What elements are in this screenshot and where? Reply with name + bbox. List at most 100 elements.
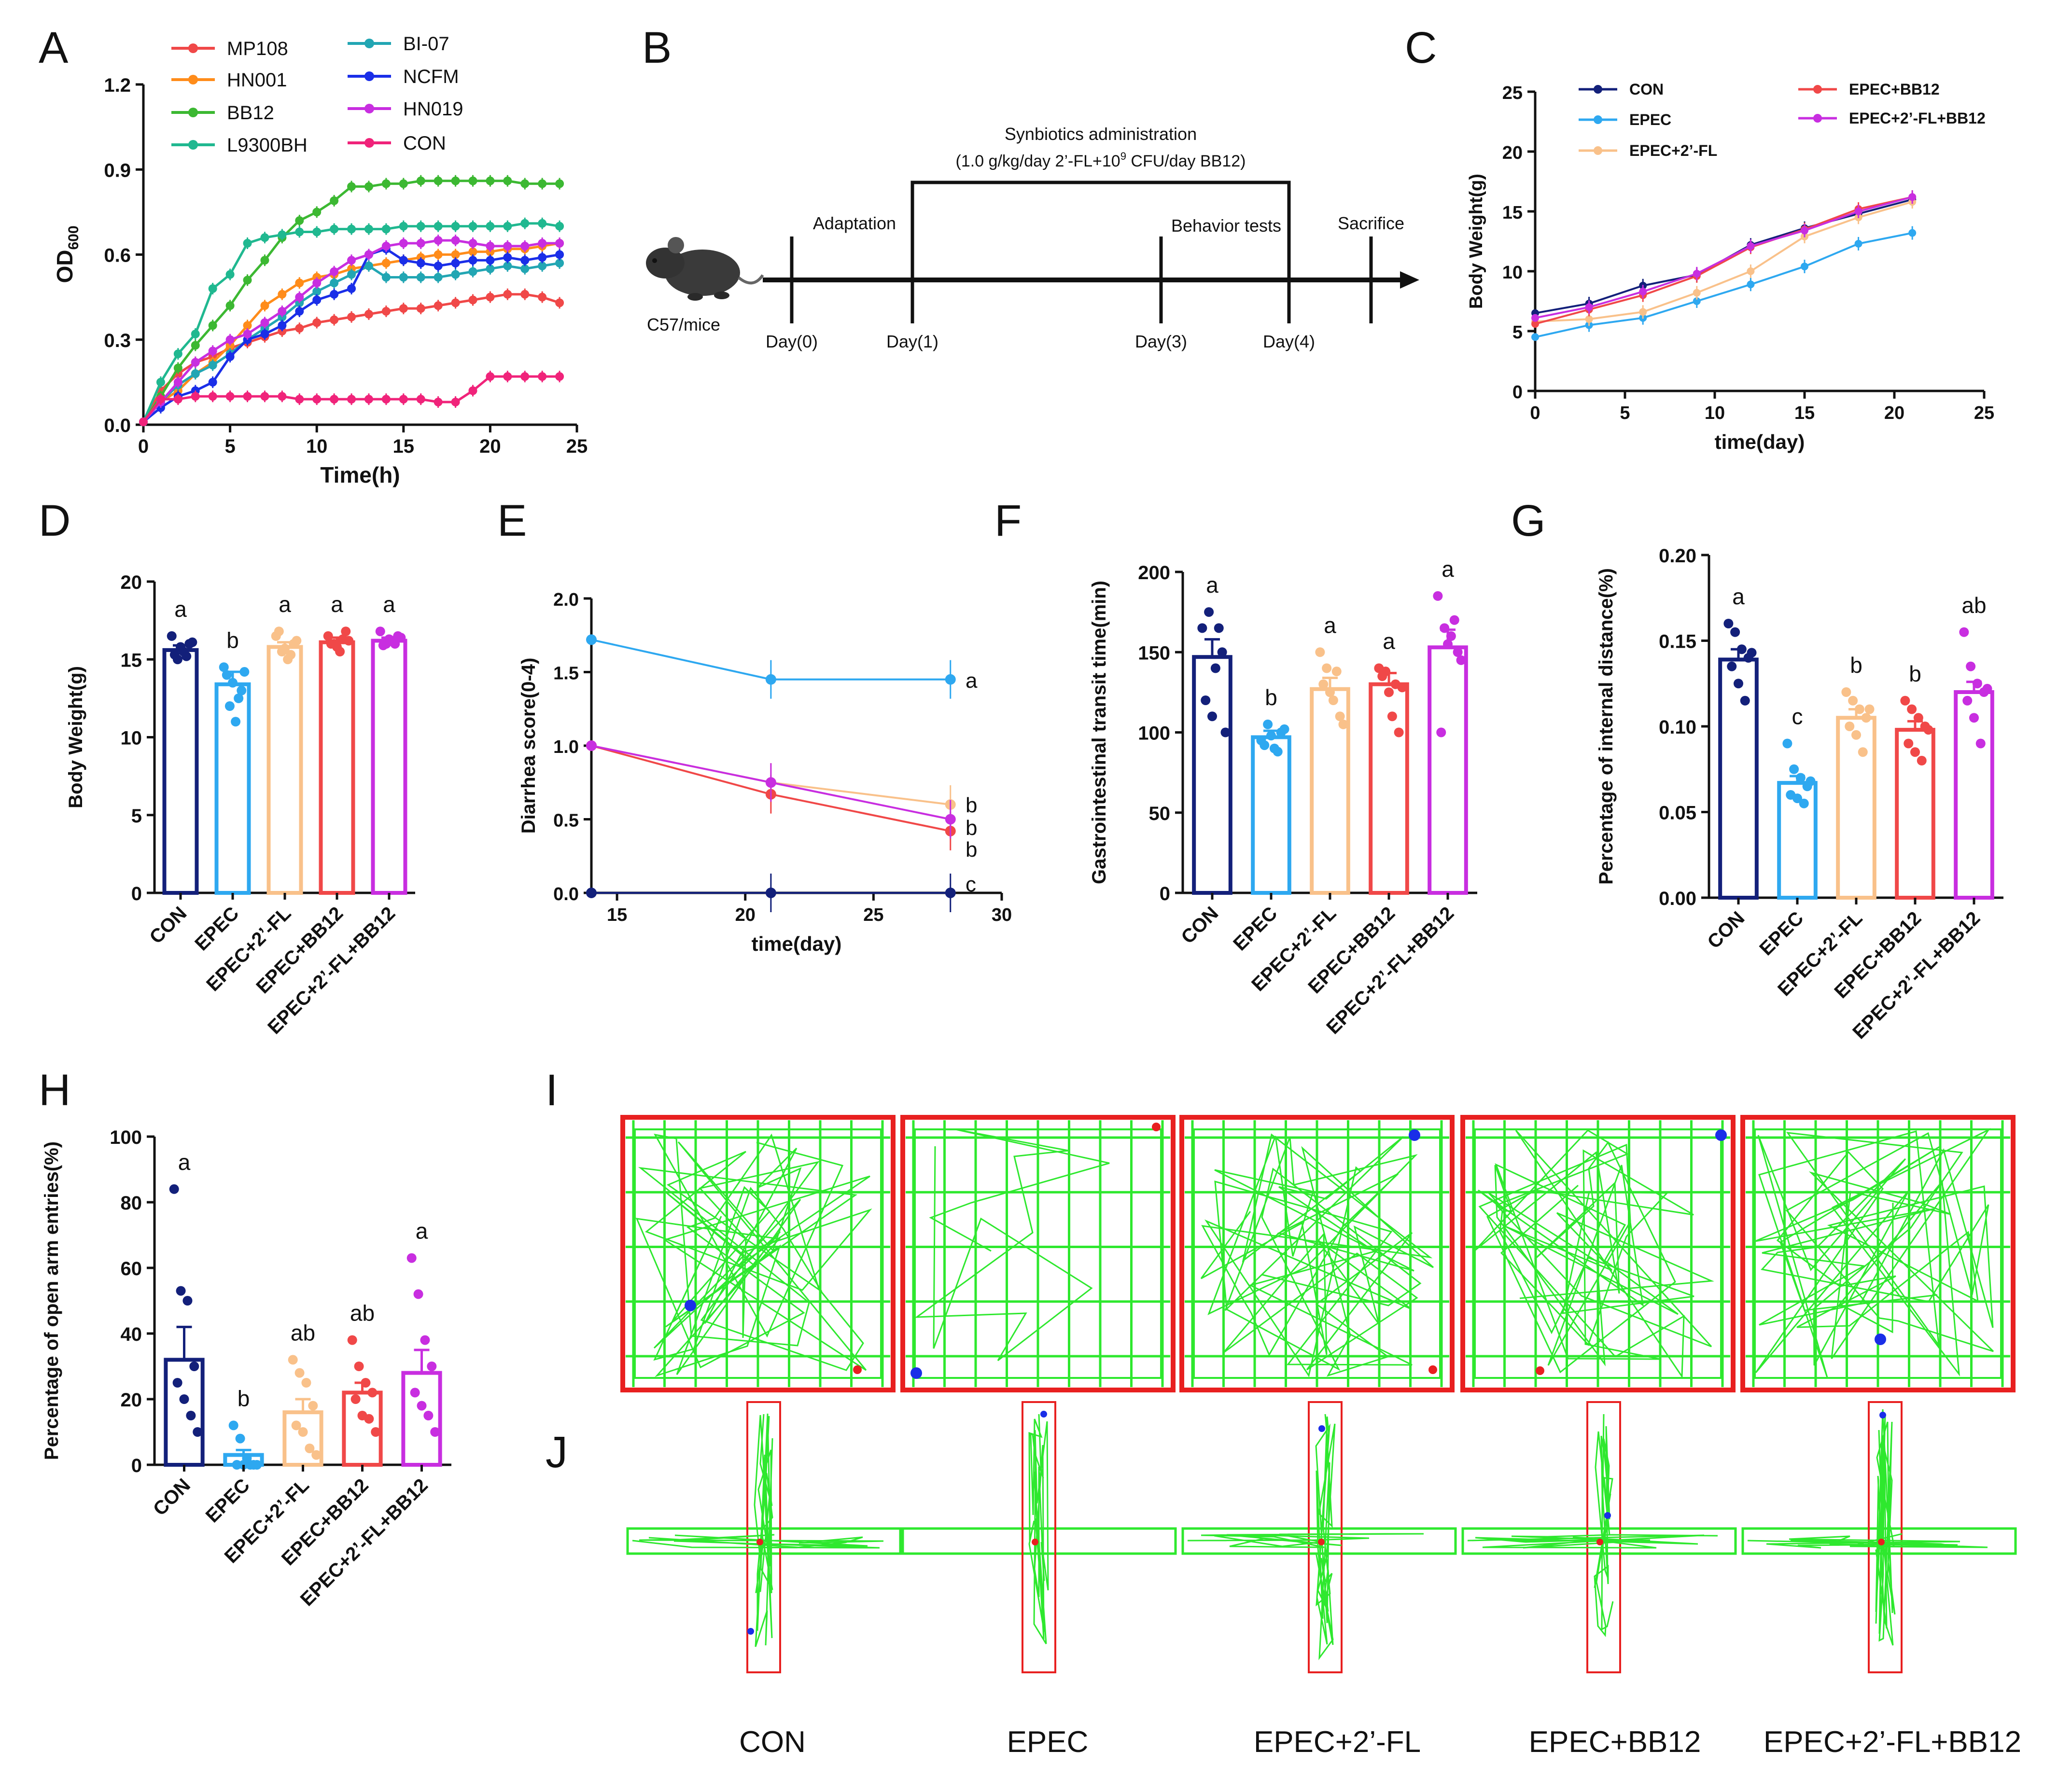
data-point — [274, 626, 284, 637]
x-axis-label: Time(h) — [320, 462, 400, 487]
data-point — [173, 349, 182, 359]
body-weight-time-chart: 0 5 10 15 20 25 0 5 10 15 20 25 time(day) Body Weight… — [1466, 83, 1994, 453]
data-point — [1693, 289, 1701, 297]
movement-track — [635, 1133, 872, 1377]
data-point — [1959, 627, 1969, 637]
day-4-label: Day(4) — [1263, 332, 1315, 351]
significance-letter: c — [1792, 704, 1803, 729]
panel-letter-j: J — [546, 1428, 568, 1477]
data-point — [1384, 687, 1394, 697]
bar-0 — [1718, 657, 1759, 900]
data-point — [1397, 682, 1407, 693]
legend-l9300bh: L9300BH — [171, 135, 308, 156]
data-point — [538, 262, 547, 270]
y-tick-label: 60 — [121, 1258, 142, 1279]
weight-legend: CON EPEC EPEC+2’-FL EPEC+BB12 EPEC+2’-FL… — [1579, 81, 1986, 159]
legend-hn019: HN019 — [348, 98, 463, 120]
data-point — [378, 640, 388, 651]
data-point — [330, 278, 339, 288]
data-point — [228, 1420, 238, 1431]
data-point — [234, 693, 244, 703]
data-point — [286, 650, 296, 660]
data-point — [347, 270, 356, 279]
legend-con: CON — [348, 133, 446, 154]
movement-track — [914, 1128, 1110, 1362]
data-point — [1972, 679, 1982, 689]
data-point — [235, 1433, 245, 1444]
data-point — [179, 1394, 189, 1404]
data-point — [468, 222, 477, 231]
x-axis-label: time(day) — [752, 932, 842, 955]
data-point — [1217, 647, 1227, 657]
data-point — [381, 241, 391, 250]
significance-letter: b — [238, 1386, 250, 1411]
significance-letter: a — [178, 1150, 191, 1175]
data-point — [295, 292, 304, 302]
y-tick-label: 15 — [1502, 203, 1523, 223]
data-point — [1394, 727, 1404, 737]
y-tick-label: 5 — [131, 806, 142, 827]
data-point — [1210, 663, 1220, 673]
data-point — [1858, 747, 1868, 757]
y-tick-label: 0.5 — [553, 811, 579, 831]
closed-arm — [1868, 1401, 1903, 1673]
y-tick-label: 0.10 — [1659, 717, 1696, 738]
maze-label-fl: EPEC+2’-FL — [1254, 1725, 1421, 1759]
legend-label: EPEC — [1629, 111, 1671, 128]
significance-letter: b — [966, 793, 977, 817]
start-marker — [1878, 1539, 1885, 1545]
y-axis-label: Diarrhea score(0-4) — [518, 658, 539, 834]
y-tick-label: 50 — [1149, 803, 1171, 824]
data-point — [486, 241, 495, 250]
data-point — [1197, 623, 1207, 633]
data-point — [1736, 644, 1747, 654]
data-point — [399, 239, 408, 248]
data-point — [1318, 679, 1329, 689]
y-tick-label: 40 — [121, 1324, 142, 1345]
data-point — [1747, 280, 1755, 289]
x-tick-label: 25 — [1974, 403, 1994, 423]
data-point — [765, 674, 776, 685]
data-point — [243, 239, 252, 248]
data-point — [173, 377, 182, 387]
data-point — [1904, 738, 1914, 749]
data-point — [1848, 695, 1858, 706]
data-point — [260, 318, 269, 327]
data-point — [330, 290, 339, 299]
significance-letter: b — [966, 816, 977, 840]
significance-letter: a — [1732, 584, 1745, 609]
panel-letter-g: G — [1511, 496, 1546, 545]
data-point — [208, 347, 217, 356]
data-point — [312, 287, 322, 296]
data-point — [312, 295, 322, 305]
data-point — [182, 1296, 193, 1306]
data-point — [1335, 711, 1345, 722]
significance-letter: ab — [291, 1320, 315, 1345]
plus-maze-tracks — [626, 1401, 2017, 1673]
data-point — [364, 262, 373, 270]
legend-label: EPEC+2’-FL+BB12 — [1849, 110, 1986, 127]
day-0-label: Day(0) — [766, 332, 818, 351]
data-point — [468, 386, 477, 395]
data-point — [410, 1388, 420, 1398]
data-point — [139, 417, 148, 427]
data-point — [586, 634, 597, 645]
data-point — [1782, 738, 1792, 749]
data-point — [1585, 303, 1593, 311]
data-point — [1854, 704, 1864, 714]
significance-letter: a — [1324, 612, 1336, 638]
data-point — [399, 304, 408, 313]
start-marker — [1152, 1123, 1161, 1131]
data-point — [413, 1289, 423, 1299]
perimeter-track — [1474, 1128, 1722, 1379]
y-axis-label: Body Weight(g) — [1466, 174, 1486, 309]
data-point — [1331, 667, 1342, 677]
data-point — [381, 273, 391, 282]
data-point — [231, 717, 241, 727]
data-point — [503, 262, 512, 270]
start-marker — [1428, 1365, 1437, 1374]
data-point — [347, 312, 356, 321]
plus-maze-0 — [626, 1401, 902, 1673]
y-tick-label: 10 — [1502, 263, 1523, 283]
